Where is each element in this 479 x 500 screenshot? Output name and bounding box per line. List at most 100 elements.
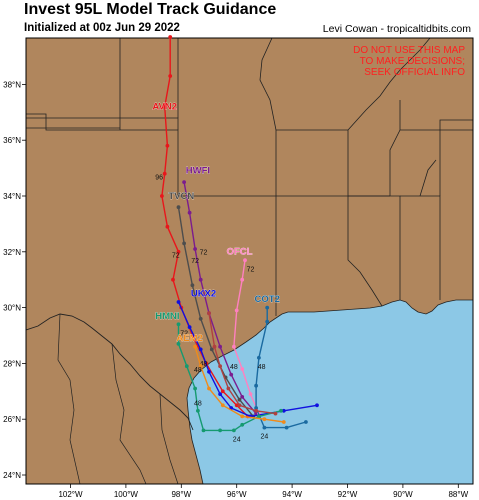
warning-line: SEEK OFFICIAL INFO [364,67,465,78]
lat-label: 38°N [3,80,21,89]
track-point [254,408,258,413]
track-point [162,104,167,109]
lon-label: 88°W [448,490,468,499]
track-point [176,249,181,254]
forecast-hour-label: 72 [191,258,199,265]
model-label: AVN2 [152,102,177,113]
track-point [262,417,267,422]
track-point [207,386,211,391]
forecast-hour-label: 48 [230,364,238,371]
track-point [209,347,214,352]
track-line [255,307,307,429]
lon-label: 90°W [393,490,413,499]
lon-label: 100°W [114,490,139,499]
track-point [176,300,181,304]
track-point [281,420,286,424]
model-label: UKX2 [191,288,216,299]
map-title: Invest 95L Model Track Guidance [24,1,277,18]
track-point [207,311,211,316]
lon-label: 94°W [282,490,302,499]
lon-label: 96°W [227,490,247,499]
forecast-hour-label: 48 [194,400,202,407]
track-point [229,372,234,377]
track-point [218,392,223,396]
track-point [265,305,270,310]
track-point [171,277,175,282]
track-point [315,403,319,408]
track-point [254,383,258,388]
track-point [168,74,173,78]
track-point [184,364,189,369]
track-point [193,344,198,349]
lon-label: 98°W [171,490,191,499]
track-point [281,408,286,413]
track-point [273,411,278,416]
track-point [218,428,223,433]
mexico-state-borders [57,313,179,484]
credit-text: Levi Cowan - tropicaltidbits.com [322,23,471,35]
track-point [193,386,198,391]
lat-label: 30°N [3,304,21,313]
track-point [176,342,181,346]
track-point [284,425,289,430]
lat-label: 34°N [3,192,21,201]
model-label: HMNI [155,311,179,322]
lon-label: 92°W [338,490,358,499]
track-point [240,367,245,371]
track-point [279,408,283,413]
track-point [165,224,170,229]
track-point [190,283,195,288]
forecast-hour-label: 48 [200,361,208,368]
warning-line: DO NOT USE THIS MAP [353,45,465,56]
gulf-of-mexico [186,299,473,484]
forecast-hour-label: 72 [200,250,208,257]
track-point [193,247,198,251]
model-tracks: 72 96 AVN2 72 HWFI 72 TVCN 72 OFCL 48 UKX2 24 48 COT2… [152,35,319,444]
track-point [220,389,225,394]
track-point [218,344,223,349]
track-point [265,319,270,324]
track-point [262,425,267,430]
track-point [232,428,236,433]
track-point [182,241,187,246]
track-point [176,322,181,327]
track-point [240,395,245,399]
track-point [168,35,173,39]
track-point [220,403,225,408]
track-point [254,411,258,416]
track-point [237,403,242,408]
track-point [160,194,164,198]
forecast-hour-label: 96 [155,174,163,181]
track-point [198,347,203,352]
lat-label: 26°N [3,415,21,424]
track-point [232,344,236,349]
track-point [257,355,261,360]
track-point [226,386,231,391]
forecast-hour-label: 24 [233,437,241,444]
model-label: HWFI [186,166,210,177]
track-point [240,277,245,282]
track-point [182,180,187,185]
model-label: AEM2 [176,333,202,344]
lat-label: 36°N [3,136,21,145]
track-point [198,364,203,369]
track-point [187,325,192,329]
forecast-hour-label: 48 [194,367,202,374]
rio-grande-border [26,313,194,431]
track-point [162,171,167,176]
track-point [187,210,192,215]
state-borders [26,38,473,316]
track-point [196,408,200,413]
lon-label: 102°W [58,490,83,499]
track-line [177,207,254,417]
track-point [198,316,203,321]
map-frame [25,37,474,485]
track-point [240,422,245,427]
forecast-hour-label: 72 [172,252,180,259]
track-point [257,414,261,419]
track-point [248,392,253,396]
forecast-hour-label: 72 [180,331,188,338]
track-point [165,143,170,148]
map-subtitle: Initialized at 00z Jun 29 2022 [24,22,180,34]
